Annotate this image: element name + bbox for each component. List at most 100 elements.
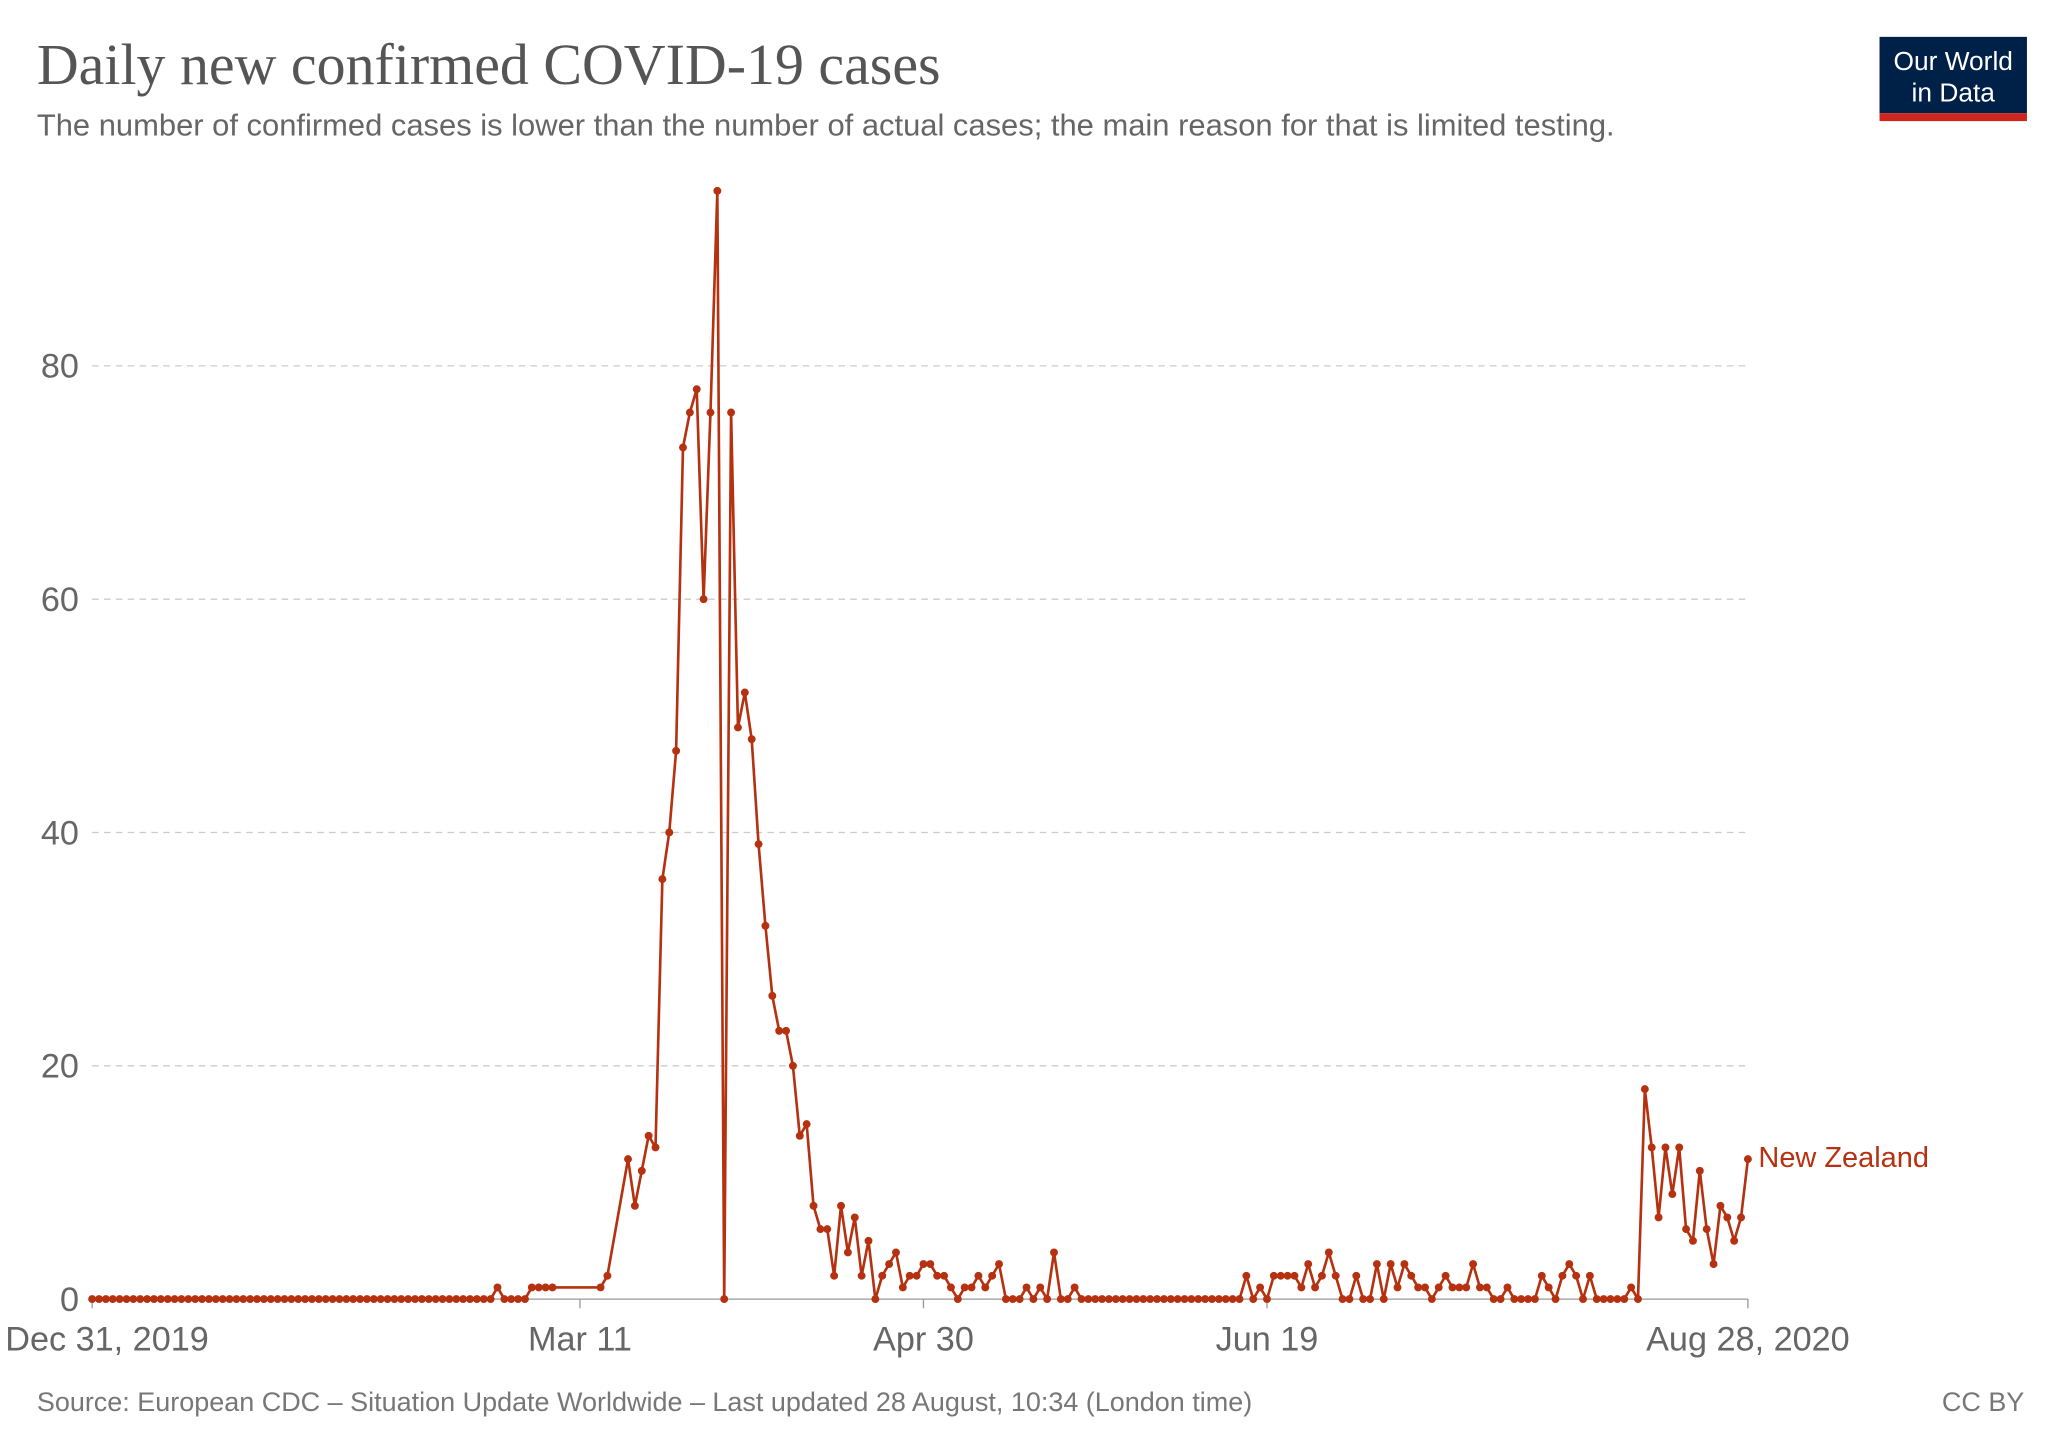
point: [823, 1225, 832, 1234]
point: [679, 443, 687, 452]
point: [967, 1283, 976, 1292]
point: [1613, 1295, 1622, 1304]
point: [1462, 1283, 1471, 1292]
point: [926, 1260, 935, 1269]
point: [919, 1260, 928, 1269]
point: [1269, 1271, 1278, 1280]
point: [1544, 1283, 1553, 1292]
point: [266, 1295, 275, 1304]
point: [459, 1295, 468, 1304]
point: [946, 1283, 955, 1292]
point: [177, 1295, 186, 1304]
point: [404, 1295, 413, 1304]
point: [363, 1295, 371, 1304]
point: [150, 1295, 158, 1304]
point: [294, 1295, 303, 1304]
point: [1235, 1295, 1244, 1304]
point: [1187, 1295, 1196, 1304]
point: [1510, 1295, 1519, 1304]
point: [1427, 1295, 1436, 1304]
point: [253, 1295, 261, 1304]
point: [995, 1260, 1003, 1269]
point: [122, 1295, 131, 1304]
logo-bar: [1879, 113, 2027, 122]
point: [665, 828, 674, 837]
point: [857, 1271, 866, 1280]
point: [1517, 1295, 1526, 1304]
point: [1730, 1236, 1739, 1245]
point: [527, 1283, 536, 1292]
point: [1001, 1295, 1010, 1304]
point: [1558, 1271, 1567, 1280]
point: [1331, 1271, 1340, 1280]
point: [1393, 1283, 1402, 1292]
point: [1572, 1271, 1581, 1280]
point: [1366, 1295, 1374, 1304]
point: [1050, 1248, 1058, 1257]
point: [644, 1131, 653, 1140]
point: [225, 1295, 234, 1304]
point: [308, 1295, 316, 1304]
point: [136, 1295, 145, 1304]
point: [1283, 1271, 1292, 1280]
point: [1132, 1295, 1141, 1304]
point: [101, 1295, 110, 1304]
point: [1056, 1295, 1065, 1304]
x-tick-label: Jun 19: [1216, 1320, 1319, 1358]
point: [974, 1271, 983, 1280]
point: [1352, 1271, 1361, 1280]
point: [1448, 1283, 1457, 1292]
point: [1489, 1295, 1498, 1304]
point: [1146, 1295, 1155, 1304]
point: [95, 1295, 103, 1304]
point: [816, 1225, 825, 1234]
point: [1153, 1295, 1161, 1304]
point: [349, 1295, 358, 1304]
point: [630, 1201, 639, 1210]
point: [1400, 1260, 1409, 1269]
point: [761, 921, 770, 930]
point: [1476, 1283, 1484, 1292]
point: [259, 1295, 268, 1304]
x-tick-label: Mar 11: [528, 1320, 632, 1358]
y-tick-label: 0: [60, 1281, 79, 1319]
point: [1565, 1260, 1574, 1269]
point: [782, 1026, 790, 1035]
point: [830, 1271, 839, 1280]
point: [191, 1295, 200, 1304]
point: [692, 385, 701, 394]
point: [795, 1131, 804, 1140]
point: [658, 875, 667, 884]
point: [596, 1283, 605, 1292]
point: [788, 1061, 797, 1070]
point: [837, 1201, 845, 1210]
point: [1338, 1295, 1347, 1304]
point: [727, 408, 736, 417]
point: [1304, 1260, 1313, 1269]
point: [651, 1143, 660, 1152]
point: [734, 723, 742, 732]
point: [912, 1271, 921, 1280]
point: [1015, 1295, 1024, 1304]
point: [239, 1295, 248, 1304]
point: [1620, 1295, 1629, 1304]
point: [301, 1295, 310, 1304]
point: [720, 1295, 729, 1304]
point: [198, 1295, 207, 1304]
point: [940, 1271, 949, 1280]
point: [1105, 1295, 1113, 1304]
source-note: Source: European CDC – Situation Update …: [37, 1387, 1252, 1417]
point: [88, 1295, 97, 1304]
point: [1551, 1295, 1560, 1304]
point: [431, 1295, 440, 1304]
point: [1654, 1213, 1663, 1222]
point: [184, 1295, 193, 1304]
point: [156, 1295, 165, 1304]
point: [1743, 1155, 1752, 1164]
point: [1695, 1166, 1704, 1175]
point: [1173, 1295, 1182, 1304]
point: [1716, 1201, 1725, 1210]
chart-subtitle: The number of confirmed cases is lower t…: [37, 108, 1615, 143]
